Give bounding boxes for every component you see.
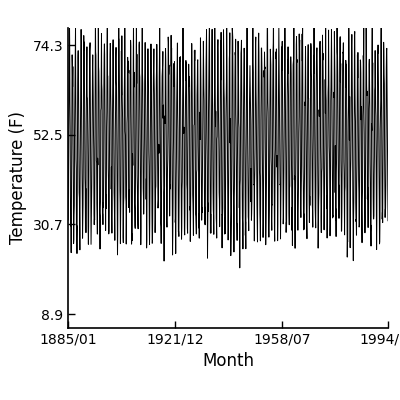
Y-axis label: Temperature (F): Temperature (F)	[9, 112, 27, 244]
X-axis label: Month: Month	[202, 352, 254, 370]
